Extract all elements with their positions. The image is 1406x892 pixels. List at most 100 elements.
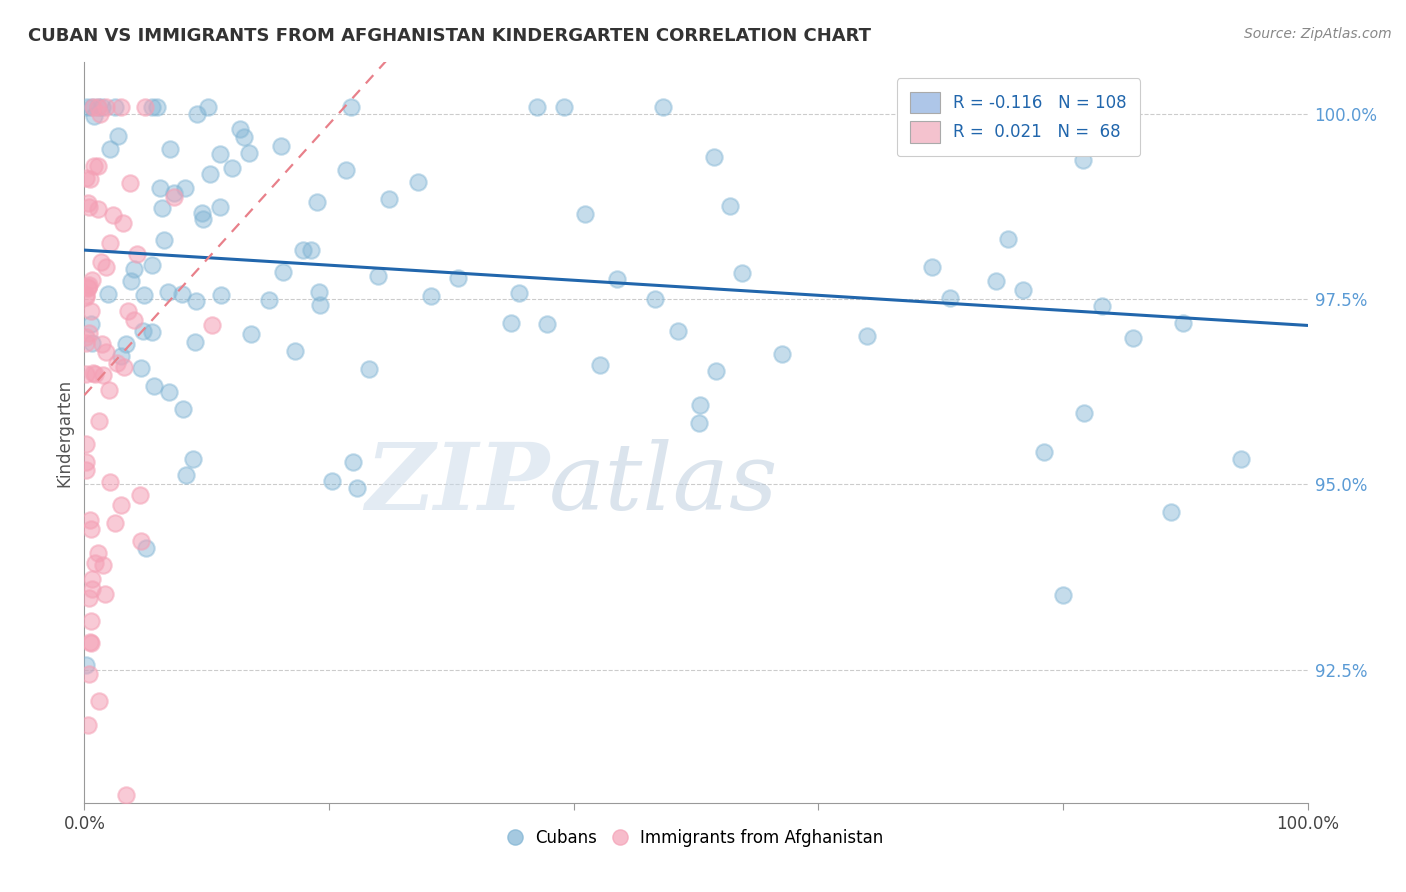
Legend: Cubans, Immigrants from Afghanistan: Cubans, Immigrants from Afghanistan (502, 822, 890, 854)
Point (79, 172, 101, 186)
Point (419, 288, 441, 302)
Point (132, 288, 155, 302)
Point (105, 355, 128, 369)
Point (75, 330, 97, 344)
Point (378, 192, 401, 206)
Point (79, 614, 101, 628)
Point (574, 207, 596, 221)
Point (644, 292, 666, 306)
Point (75, 336, 97, 351)
Point (75, 290, 97, 304)
Point (856, 328, 879, 343)
Point (80, 522, 103, 536)
Point (142, 378, 165, 392)
Point (986, 274, 1008, 288)
Point (122, 261, 145, 276)
Point (87, 414, 110, 428)
Point (79, 635, 101, 649)
Point (193, 211, 215, 226)
Point (75, 171, 97, 186)
Point (270, 139, 292, 153)
Point (75, 288, 97, 302)
Point (112, 360, 135, 375)
Point (101, 209, 124, 223)
Point (730, 266, 752, 280)
Text: CUBAN VS IMMIGRANTS FROM AFGHANISTAN KINDERGARTEN CORRELATION CHART: CUBAN VS IMMIGRANTS FROM AFGHANISTAN KIN… (28, 27, 872, 45)
Point (132, 324, 155, 338)
Point (96, 345, 118, 359)
Point (238, 146, 260, 161)
Point (229, 121, 252, 136)
Point (91, 368, 114, 382)
Point (209, 147, 232, 161)
Point (1073, 406, 1095, 420)
Point (536, 317, 558, 331)
Point (357, 362, 380, 376)
Text: ZIP: ZIP (366, 440, 550, 530)
Point (146, 100, 169, 114)
Point (141, 326, 163, 340)
Point (98, 142, 121, 156)
Point (1099, 100, 1122, 114)
Point (110, 498, 132, 512)
Point (80, 304, 103, 318)
Point (1077, 100, 1099, 114)
Point (80, 317, 103, 331)
Point (666, 324, 689, 338)
Point (127, 247, 149, 261)
Point (938, 291, 960, 305)
Point (149, 181, 172, 195)
Point (307, 195, 329, 210)
Point (688, 416, 710, 430)
Point (181, 452, 204, 467)
Point (209, 200, 232, 214)
Point (406, 175, 429, 189)
Point (209, 287, 232, 301)
Text: Source: ZipAtlas.com: Source: ZipAtlas.com (1244, 27, 1392, 41)
Point (80, 573, 103, 587)
Point (706, 364, 728, 378)
Point (190, 206, 212, 220)
Point (221, 161, 243, 175)
Point (80, 582, 103, 597)
Point (141, 258, 163, 272)
Point (186, 107, 208, 121)
Point (83, 556, 105, 570)
Point (1122, 331, 1144, 345)
Point (93, 587, 115, 601)
Point (77, 667, 100, 681)
Point (120, 176, 142, 190)
Point (346, 482, 368, 496)
Point (921, 260, 943, 274)
Point (110, 349, 132, 363)
Point (129, 361, 152, 376)
Point (159, 142, 181, 156)
Point (87, 100, 110, 114)
Point (90, 337, 112, 351)
Point (163, 189, 186, 203)
Point (120, 274, 142, 288)
Point (87, 101, 110, 115)
Point (172, 286, 194, 301)
Point (90, 255, 112, 269)
Point (115, 336, 138, 351)
Point (117, 304, 139, 318)
Point (184, 293, 207, 308)
Point (80, 635, 103, 649)
Point (606, 272, 628, 286)
Point (1173, 316, 1195, 330)
Point (291, 244, 314, 258)
Point (232, 129, 254, 144)
Point (308, 298, 330, 312)
Point (335, 163, 357, 178)
Point (340, 100, 363, 114)
Point (172, 401, 194, 416)
Point (135, 541, 157, 556)
Point (79, 513, 101, 527)
Point (80, 336, 103, 351)
Text: atlas: atlas (550, 440, 779, 530)
Point (89, 693, 111, 707)
Point (94, 100, 117, 114)
Point (271, 265, 294, 279)
Point (77, 279, 100, 293)
